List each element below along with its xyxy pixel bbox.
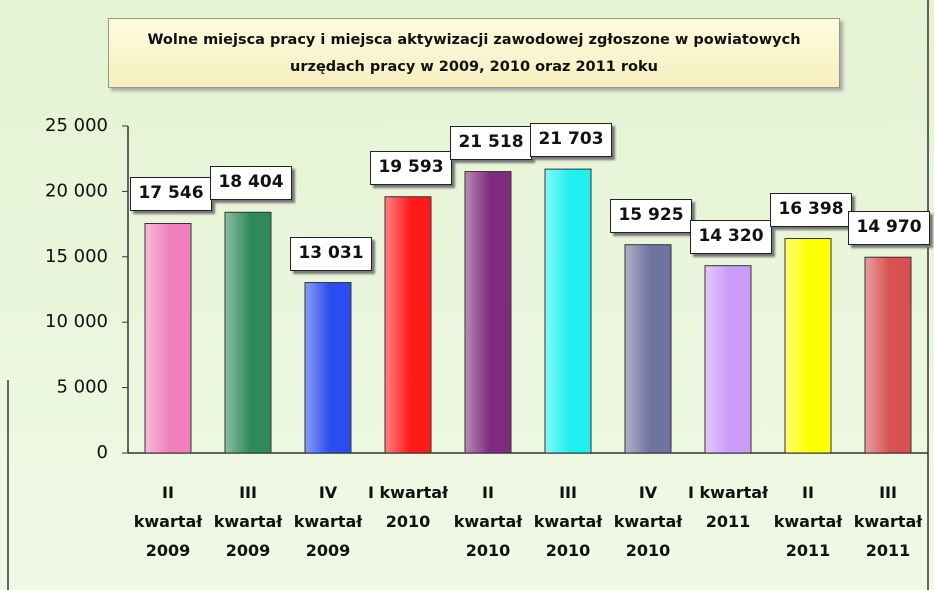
- data-label: 13 031: [290, 236, 372, 271]
- x-tick-label: I kwartał 2010: [368, 483, 449, 531]
- chart-title: Wolne miejsca pracy i miejsca aktywizacj…: [108, 18, 840, 88]
- x-tick-label: IV kwartał 2009: [293, 483, 363, 560]
- data-label: 16 398: [770, 192, 852, 227]
- data-label: 14 320: [690, 219, 772, 254]
- bar: [304, 282, 352, 454]
- bar: [544, 168, 592, 454]
- data-label: 15 925: [610, 198, 692, 233]
- bar: [384, 196, 432, 454]
- data-label: 19 593: [370, 150, 452, 185]
- x-tick-label: I kwartał 2011: [688, 483, 769, 531]
- data-label: 21 703: [530, 123, 612, 158]
- x-tick-label: III kwartał 2009: [213, 483, 283, 560]
- x-tick-label: II kwartał 2009: [133, 483, 203, 560]
- x-tick-label: II kwartał 2010: [453, 483, 523, 560]
- y-tick-label: 25 000: [45, 115, 108, 136]
- x-tick-label: IV kwartał 2010: [613, 483, 683, 560]
- data-label: 18 404: [210, 166, 292, 201]
- bar: [704, 265, 752, 454]
- x-tick-label: II kwartał 2011: [773, 483, 843, 560]
- data-label: 21 518: [450, 125, 532, 160]
- bar: [784, 238, 832, 454]
- y-tick-label: 0: [97, 442, 108, 463]
- y-tick-label: 20 000: [45, 180, 108, 201]
- bar: [624, 244, 672, 454]
- bar: [864, 256, 912, 454]
- bar: [464, 171, 512, 454]
- bar: [224, 211, 272, 454]
- y-tick-label: 10 000: [45, 311, 108, 332]
- data-label: 14 970: [848, 211, 930, 246]
- bar: [144, 222, 192, 454]
- y-tick-label: 5 000: [56, 377, 108, 398]
- x-tick-label: III kwartał 2011: [853, 483, 923, 560]
- data-label: 17 546: [130, 177, 212, 212]
- x-tick-label: III kwartał 2010: [533, 483, 603, 560]
- y-tick-label: 15 000: [45, 246, 108, 267]
